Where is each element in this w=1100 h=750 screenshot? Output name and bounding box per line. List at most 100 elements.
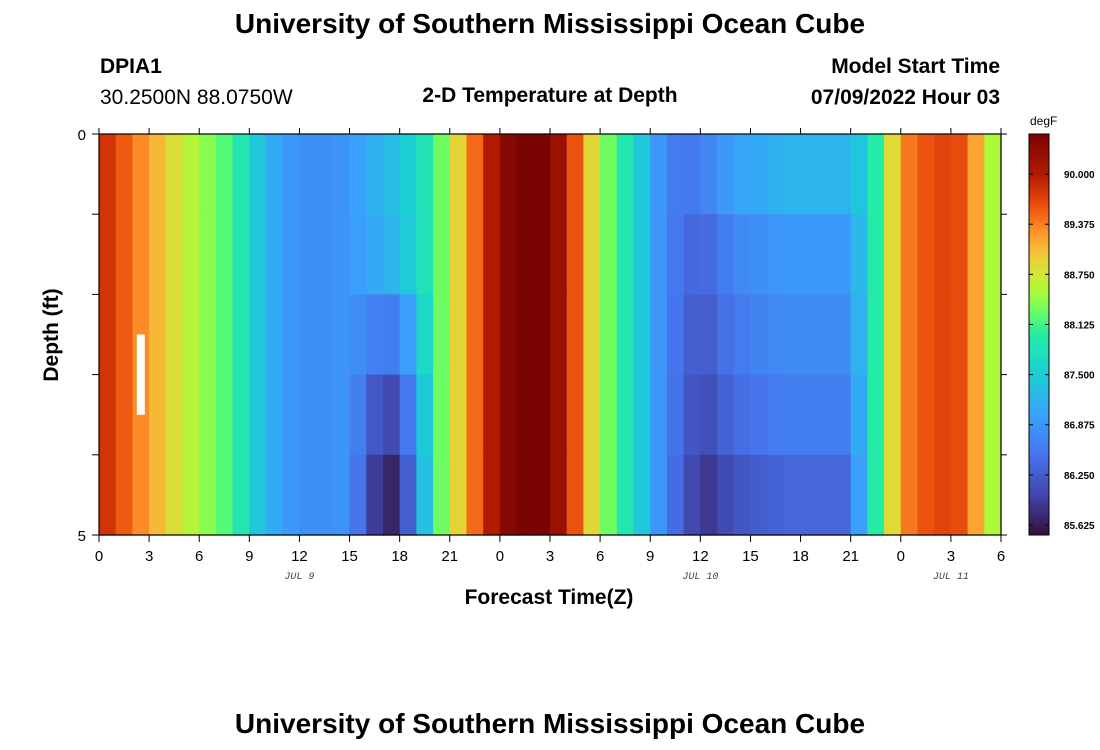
- heatmap-cell: [249, 454, 267, 536]
- heatmap-cell: [349, 134, 367, 215]
- heatmap-cell: [182, 454, 200, 536]
- heatmap-cell: [550, 374, 568, 456]
- heatmap-cell: [833, 294, 852, 376]
- heatmap-cell: [984, 214, 1002, 295]
- heatmap-cell: [683, 294, 701, 376]
- heatmap-cell: [566, 294, 584, 376]
- heatmap-cell: [382, 294, 401, 376]
- colorbar-label: 89.375: [1064, 220, 1095, 231]
- y-tick-label: 5: [78, 528, 86, 545]
- heatmap-cell: [950, 374, 969, 456]
- marker-bar: [136, 334, 145, 415]
- heatmap-cell: [783, 294, 802, 376]
- heatmap-cell: [566, 454, 584, 536]
- heatmap-cell: [900, 454, 919, 536]
- heatmap-cell: [149, 374, 167, 456]
- heatmap-cell: [917, 374, 935, 456]
- heatmap-cell: [683, 134, 701, 215]
- x-tick-label: 15: [742, 548, 759, 565]
- heatmap-cell: [867, 214, 885, 295]
- heatmap-cell: [266, 294, 284, 376]
- heatmap-cell: [767, 374, 785, 456]
- x-tick-label: 9: [646, 548, 654, 565]
- heatmap-cell: [767, 134, 785, 215]
- heatmap-cell: [516, 214, 534, 295]
- date-label: JUL 9: [284, 572, 314, 583]
- heatmap-cell: [282, 214, 301, 295]
- heatmap-cell: [917, 134, 935, 215]
- heatmap-cell: [366, 294, 384, 376]
- heatmap-cell: [566, 214, 584, 295]
- heatmap-cell: [650, 214, 668, 295]
- heatmap-cell: [316, 454, 334, 536]
- x-tick-label: 6: [195, 548, 203, 565]
- colorbar: [1028, 133, 1050, 536]
- colorbar-unit: degF: [1030, 114, 1057, 128]
- heatmap-cell: [199, 454, 217, 536]
- heatmap-cell: [967, 454, 985, 536]
- heatmap-cell: [900, 214, 919, 295]
- heatmap-cell: [867, 374, 885, 456]
- colorbar-ticks: 90.000 89.375 88.750 88.125 87.500 86.875 86.2…: [1029, 170, 1095, 532]
- heatmap-cell: [99, 294, 117, 376]
- chart-subtitle: 2-D Temperature at Depth: [422, 84, 678, 107]
- heatmap-cell: [99, 374, 117, 456]
- heatmap-cell: [416, 294, 434, 376]
- heatmap-cell: [533, 214, 551, 295]
- heatmap-cell: [884, 294, 902, 376]
- heatmap-cell: [550, 214, 568, 295]
- x-tick-label: 0: [897, 548, 905, 565]
- heatmap-cell: [483, 374, 501, 456]
- heatmap-cell: [299, 454, 317, 536]
- heatmap-cell: [666, 134, 685, 215]
- heatmap-cell: [533, 374, 551, 456]
- x-tick-label: 12: [291, 548, 308, 565]
- heatmap-cell: [616, 214, 635, 295]
- heatmap-cell: [215, 134, 234, 215]
- heatmap-cell: [449, 374, 468, 456]
- heatmap-cell: [499, 374, 518, 456]
- heatmap-cell: [967, 134, 985, 215]
- heatmap-cell: [833, 214, 852, 295]
- heatmap-cell: [950, 214, 969, 295]
- y-axis: 05: [78, 127, 1007, 545]
- heatmap-cell: [332, 374, 351, 456]
- heatmap-cell: [266, 134, 284, 215]
- heatmap-cell: [483, 294, 501, 376]
- heatmap-cell: [650, 294, 668, 376]
- heatmap-cell: [316, 214, 334, 295]
- heatmap-cell: [600, 374, 618, 456]
- heatmap-cell: [399, 294, 417, 376]
- heatmap-cell: [483, 134, 501, 215]
- heatmap-cell: [516, 374, 534, 456]
- page-title: University of Southern Mississippi Ocean…: [234, 8, 866, 39]
- heatmap-cell: [483, 454, 501, 536]
- heatmap-cell: [466, 134, 484, 215]
- heatmap-cell: [850, 454, 868, 536]
- heatmap-cell: [666, 374, 685, 456]
- heatmap-cell: [282, 134, 301, 215]
- heatmap-cell: [750, 294, 768, 376]
- heatmap-cell: [666, 214, 685, 295]
- heatmap-cell: [499, 294, 518, 376]
- heatmap-cell: [282, 454, 301, 536]
- heatmap-cell: [382, 374, 401, 456]
- heatmap-cell: [850, 374, 868, 456]
- heatmap-cell: [884, 134, 902, 215]
- heatmap-cell: [833, 374, 852, 456]
- heatmap-cell: [349, 454, 367, 536]
- heatmap-cell: [666, 294, 685, 376]
- heatmap-cell: [115, 294, 133, 376]
- heatmap-cell: [366, 454, 384, 536]
- heatmap-cell: [366, 134, 384, 215]
- heatmap-cell: [382, 454, 401, 536]
- heatmap-cell: [700, 454, 718, 536]
- heatmap-cell: [867, 454, 885, 536]
- heatmap-cell: [717, 454, 735, 536]
- heatmap-cell: [332, 134, 351, 215]
- heatmap-cell: [633, 374, 651, 456]
- heatmap-cell: [316, 294, 334, 376]
- heatmap-cell: [850, 294, 868, 376]
- heatmap-cell: [433, 214, 451, 295]
- heatmap-cell: [867, 294, 885, 376]
